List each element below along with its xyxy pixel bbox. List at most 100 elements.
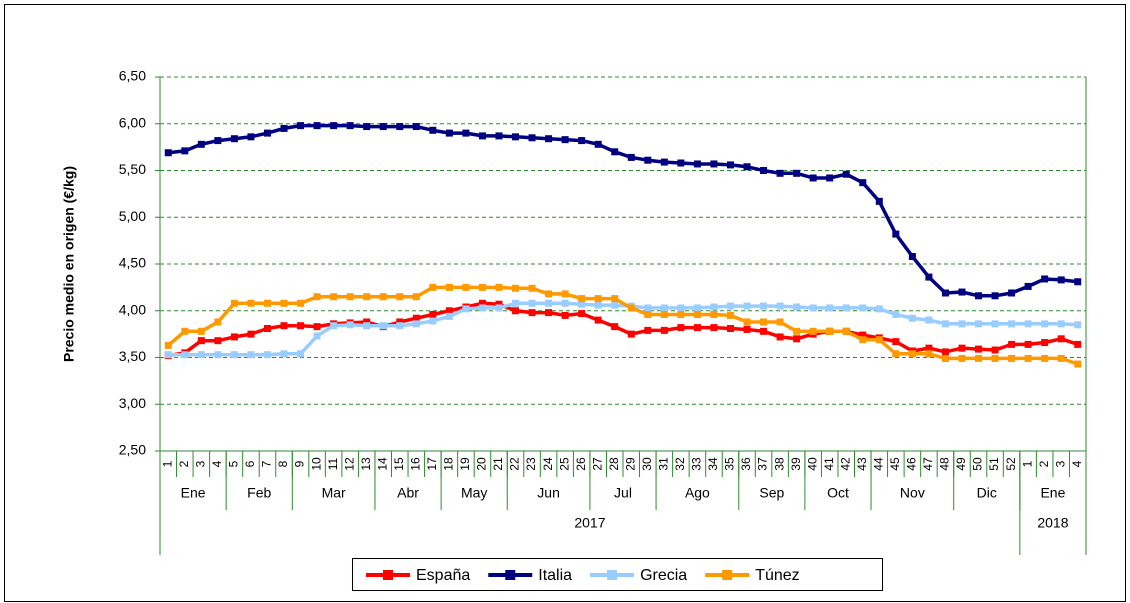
- point-marker: [1057, 276, 1065, 284]
- x-tick-label: 15: [392, 457, 406, 471]
- point-marker: [859, 331, 867, 339]
- point-marker: [611, 295, 619, 303]
- x-tick-label: 8: [276, 460, 290, 467]
- point-marker: [578, 295, 586, 303]
- point-marker: [594, 316, 602, 324]
- point-marker: [445, 283, 453, 291]
- point-marker: [263, 351, 271, 359]
- x-tick-label: 23: [524, 457, 538, 471]
- point-marker: [363, 318, 371, 326]
- point-marker: [925, 344, 933, 352]
- x-tick-label: 51: [987, 457, 1001, 471]
- x-tick-label: 12: [342, 457, 356, 471]
- x-tick-label: 39: [789, 457, 803, 471]
- point-marker: [693, 324, 701, 332]
- x-tick-label: 16: [408, 457, 422, 471]
- x-tick-label: 36: [739, 457, 753, 471]
- y-tick-label: 2,50: [119, 442, 146, 458]
- x-tick-label: 47: [921, 457, 935, 471]
- point-marker: [512, 133, 520, 141]
- point-marker: [495, 304, 503, 312]
- x-tick-label: 41: [822, 457, 836, 471]
- point-marker: [230, 135, 238, 143]
- point-marker: [478, 283, 486, 291]
- point-marker: [743, 325, 751, 333]
- x-tick-label: 52: [1004, 457, 1018, 471]
- point-marker: [892, 310, 900, 318]
- point-marker: [760, 327, 768, 335]
- x-tick-label: 29: [623, 457, 637, 471]
- point-marker: [1008, 354, 1016, 362]
- point-marker: [726, 302, 734, 310]
- x-tick-label: 25: [557, 457, 571, 471]
- x-tick-label: 18: [442, 457, 456, 471]
- x-tick-label: 17: [425, 457, 439, 471]
- point-marker: [578, 137, 586, 145]
- point-marker: [809, 174, 817, 182]
- point-marker: [164, 149, 172, 157]
- point-marker: [429, 317, 437, 325]
- point-marker: [892, 230, 900, 238]
- point-marker: [1057, 354, 1065, 362]
- point-marker: [1024, 320, 1032, 328]
- x-tick-label: 32: [673, 457, 687, 471]
- point-marker: [627, 153, 635, 161]
- point-marker: [396, 322, 404, 330]
- month-label: Oct: [827, 485, 849, 501]
- point-marker: [495, 132, 503, 140]
- point-marker: [793, 303, 801, 311]
- point-marker: [230, 351, 238, 359]
- point-marker: [842, 304, 850, 312]
- point-marker: [991, 292, 999, 300]
- point-marker: [363, 293, 371, 301]
- point-marker: [528, 284, 536, 292]
- point-marker: [363, 322, 371, 330]
- point-marker: [247, 299, 255, 307]
- point-marker: [892, 338, 900, 346]
- point-marker: [330, 322, 338, 330]
- x-tick-label: 35: [723, 457, 737, 471]
- point-marker: [214, 337, 222, 345]
- point-marker: [561, 290, 569, 298]
- point-marker: [842, 327, 850, 335]
- point-marker: [908, 253, 916, 261]
- point-marker: [925, 273, 933, 281]
- point-marker: [313, 332, 321, 340]
- x-tick-label: 40: [805, 457, 819, 471]
- point-marker: [941, 348, 949, 356]
- point-marker: [230, 333, 238, 341]
- point-marker: [726, 325, 734, 333]
- point-marker: [975, 320, 983, 328]
- point-marker: [445, 129, 453, 137]
- x-tick-label: 1: [160, 460, 174, 467]
- point-marker: [545, 299, 553, 307]
- x-tick-label: 9: [293, 460, 307, 467]
- month-label: Dic: [977, 485, 997, 501]
- point-marker: [826, 174, 834, 182]
- point-marker: [313, 122, 321, 130]
- point-marker: [793, 327, 801, 335]
- point-marker: [627, 330, 635, 338]
- point-marker: [478, 132, 486, 140]
- point-marker: [793, 335, 801, 343]
- point-marker: [760, 318, 768, 326]
- x-tick-label: 24: [541, 457, 555, 471]
- point-marker: [297, 322, 305, 330]
- y-axis-title: Precio medio en origen (€/kg): [61, 166, 77, 362]
- x-tick-label: 19: [458, 457, 472, 471]
- x-tick-label: 30: [640, 457, 654, 471]
- point-marker: [809, 304, 817, 312]
- point-marker: [197, 140, 205, 148]
- x-tick-label: 45: [888, 457, 902, 471]
- point-marker: [776, 318, 784, 326]
- point-marker: [660, 326, 668, 334]
- point-marker: [412, 314, 420, 322]
- point-marker: [743, 318, 751, 326]
- point-marker: [280, 322, 288, 330]
- point-marker: [826, 304, 834, 312]
- point-marker: [280, 299, 288, 307]
- x-tick-label: 28: [607, 457, 621, 471]
- point-marker: [445, 312, 453, 320]
- point-marker: [958, 344, 966, 352]
